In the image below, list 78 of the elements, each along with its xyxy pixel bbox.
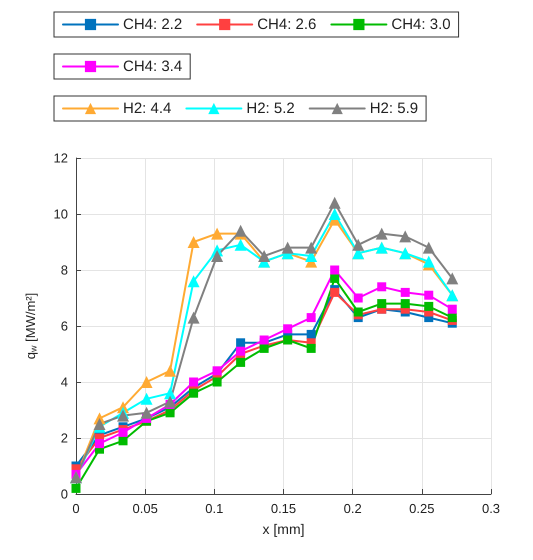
legend-label: H2: 4.4 xyxy=(123,100,172,117)
point xyxy=(188,236,200,248)
point xyxy=(212,378,222,386)
point xyxy=(448,304,457,314)
x-tick-label: 0.3 xyxy=(482,501,500,516)
point xyxy=(448,313,457,322)
legend-label: H2: 5.9 xyxy=(370,100,418,117)
point xyxy=(354,308,363,316)
x-tick-label: 0.05 xyxy=(132,501,158,516)
point xyxy=(189,388,198,398)
point xyxy=(236,358,246,367)
point xyxy=(164,364,176,377)
point xyxy=(140,406,153,419)
point xyxy=(117,410,130,422)
point xyxy=(212,366,222,376)
point xyxy=(446,272,458,284)
y-tick-label: 12 xyxy=(54,150,68,166)
point xyxy=(140,376,153,388)
legend-label: CH4: 2.6 xyxy=(257,16,316,33)
point xyxy=(118,428,128,437)
point xyxy=(94,418,106,430)
point xyxy=(306,313,316,322)
point xyxy=(330,288,340,297)
x-tick-label: 0.1 xyxy=(205,501,224,516)
point xyxy=(306,330,316,339)
point xyxy=(305,242,318,254)
point xyxy=(140,392,153,405)
point xyxy=(352,238,364,251)
x-tick-label: 0.2 xyxy=(344,501,362,516)
point xyxy=(188,312,200,324)
point xyxy=(211,250,224,262)
legend-label: H2: 5.2 xyxy=(246,100,295,117)
point xyxy=(189,378,198,386)
point xyxy=(328,208,341,220)
point xyxy=(260,336,269,344)
y-tick-label: 4 xyxy=(60,374,68,390)
point xyxy=(424,302,434,311)
point xyxy=(236,346,246,356)
legend-label: CH4: 3.4 xyxy=(123,58,182,75)
point xyxy=(330,274,340,283)
point xyxy=(211,228,224,240)
point xyxy=(424,290,434,300)
point xyxy=(422,256,435,268)
point xyxy=(164,396,176,408)
point xyxy=(234,238,247,251)
point xyxy=(399,230,412,242)
point xyxy=(95,439,104,448)
point xyxy=(377,282,386,292)
x-tick-label: 0.25 xyxy=(409,501,434,516)
y-tick-label: 0 xyxy=(60,486,68,502)
point xyxy=(328,196,341,209)
point xyxy=(354,294,363,302)
point xyxy=(400,288,410,297)
point xyxy=(306,344,316,353)
point xyxy=(188,275,200,288)
point xyxy=(422,242,435,254)
y-tick-label: 6 xyxy=(60,318,68,334)
y-tick-label: 10 xyxy=(54,206,68,222)
x-tick-label: 0.15 xyxy=(270,501,296,516)
point xyxy=(376,228,388,240)
y-axis-title: qw [MW/m²] xyxy=(23,292,38,360)
point xyxy=(260,344,269,353)
point xyxy=(330,266,340,274)
point xyxy=(72,484,80,493)
point xyxy=(118,436,128,446)
y-tick-label: 2 xyxy=(60,430,68,446)
point xyxy=(234,224,247,237)
point xyxy=(400,299,410,308)
legend-label: CH4: 3.0 xyxy=(391,16,451,33)
point xyxy=(258,250,270,262)
x-tick-label: 0 xyxy=(72,501,80,516)
point xyxy=(377,299,386,308)
point xyxy=(282,242,294,254)
point xyxy=(166,408,175,418)
x-axis-title: x [mm] xyxy=(262,521,304,537)
point xyxy=(283,324,292,334)
legend-label: CH4: 2.2 xyxy=(123,16,182,33)
y-tick-label: 8 xyxy=(60,262,68,278)
